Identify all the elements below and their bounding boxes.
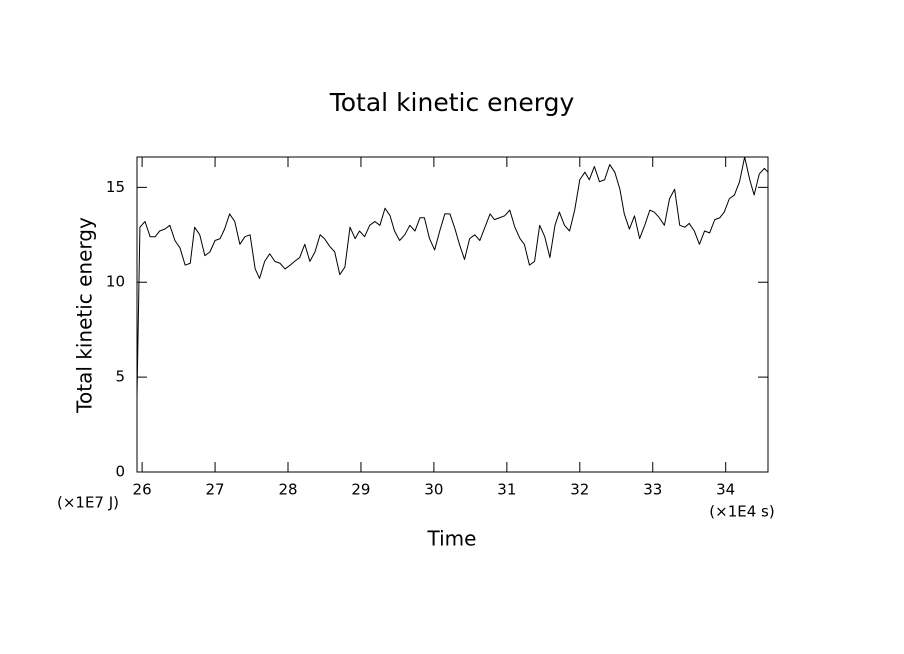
y-tick-label: 0 [115,463,125,481]
x-tick-label: 26 [133,481,152,499]
x-tick-label: 29 [351,481,370,499]
x-tick-label: 33 [643,481,662,499]
x-tick-label: 30 [424,481,443,499]
x-tick-label: 34 [716,481,735,499]
y-axis-label: Total kinetic energy [73,217,97,414]
y-unit-label: (×1E7 J) [57,494,119,512]
y-tick-label: 15 [106,178,125,196]
x-unit-label: (×1E4 s) [709,503,774,521]
data-line [136,156,769,397]
x-tick-label: 28 [278,481,297,499]
x-axis-label: Time [427,527,477,551]
y-tick-label: 10 [106,273,125,291]
y-tick-label: 5 [115,368,125,386]
x-tick-label: 32 [570,481,589,499]
x-tick-label: 27 [206,481,225,499]
chart-title: Total kinetic energy [329,88,575,117]
x-tick-label: 31 [497,481,516,499]
plot-frame [136,156,769,473]
